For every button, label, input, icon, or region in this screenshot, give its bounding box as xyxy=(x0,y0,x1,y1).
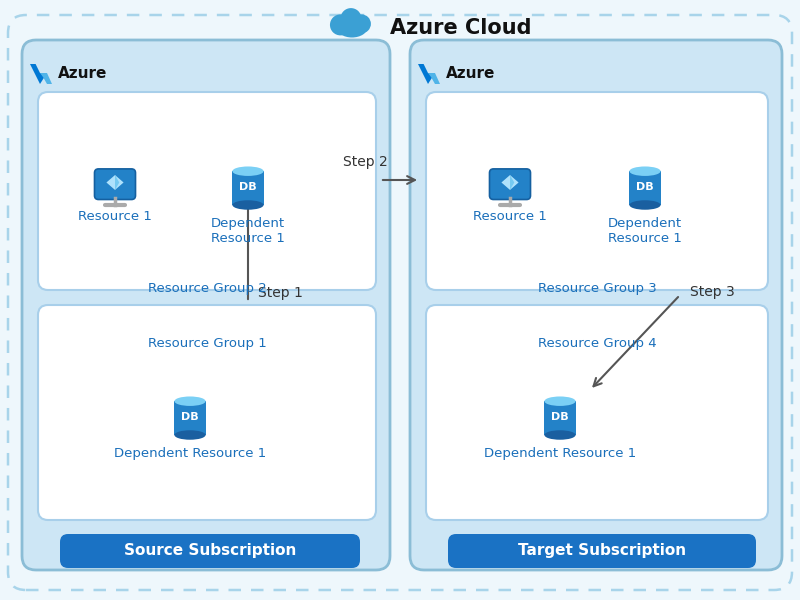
FancyBboxPatch shape xyxy=(94,169,135,199)
Text: Resource Group 4: Resource Group 4 xyxy=(538,337,656,350)
Text: DB: DB xyxy=(181,412,199,422)
Ellipse shape xyxy=(630,166,661,176)
FancyBboxPatch shape xyxy=(426,92,768,290)
Ellipse shape xyxy=(174,430,206,440)
Polygon shape xyxy=(502,175,518,190)
Text: DB: DB xyxy=(239,182,257,193)
Polygon shape xyxy=(428,73,440,84)
Text: Resource Group 1: Resource Group 1 xyxy=(148,337,266,350)
FancyBboxPatch shape xyxy=(38,305,376,520)
Ellipse shape xyxy=(336,16,368,37)
Polygon shape xyxy=(40,73,52,84)
Polygon shape xyxy=(115,175,119,190)
Polygon shape xyxy=(510,175,514,190)
FancyBboxPatch shape xyxy=(22,40,390,570)
Ellipse shape xyxy=(233,200,264,210)
Circle shape xyxy=(352,14,371,34)
Ellipse shape xyxy=(174,397,206,406)
FancyBboxPatch shape xyxy=(8,15,792,590)
Text: Source Subscription: Source Subscription xyxy=(124,544,296,559)
Text: Azure: Azure xyxy=(58,65,107,80)
Text: DB: DB xyxy=(636,182,654,193)
Text: DB: DB xyxy=(551,412,569,422)
Polygon shape xyxy=(30,64,47,84)
Text: Azure: Azure xyxy=(446,65,495,80)
Text: Step 3: Step 3 xyxy=(690,285,734,299)
Bar xyxy=(630,171,661,205)
Ellipse shape xyxy=(544,430,576,440)
Polygon shape xyxy=(418,64,435,84)
Text: Azure Cloud: Azure Cloud xyxy=(390,18,531,38)
Circle shape xyxy=(330,14,351,35)
Text: Resource 1: Resource 1 xyxy=(78,210,152,223)
Polygon shape xyxy=(106,175,123,190)
FancyBboxPatch shape xyxy=(60,534,360,568)
Bar xyxy=(233,171,264,205)
Ellipse shape xyxy=(544,397,576,406)
Text: Dependent Resource 1: Dependent Resource 1 xyxy=(484,447,636,460)
Text: Dependent Resource 1: Dependent Resource 1 xyxy=(114,447,266,460)
Bar xyxy=(174,401,206,435)
FancyBboxPatch shape xyxy=(448,534,756,568)
FancyBboxPatch shape xyxy=(426,305,768,520)
Text: Dependent
Resource 1: Dependent Resource 1 xyxy=(608,217,682,245)
Bar xyxy=(544,401,576,435)
FancyBboxPatch shape xyxy=(38,92,376,290)
Text: Resource Group 3: Resource Group 3 xyxy=(538,282,656,295)
Text: Resource Group 2: Resource Group 2 xyxy=(148,282,266,295)
FancyBboxPatch shape xyxy=(410,40,782,570)
Ellipse shape xyxy=(233,166,264,176)
FancyBboxPatch shape xyxy=(490,169,530,199)
Ellipse shape xyxy=(630,200,661,210)
Text: Resource 1: Resource 1 xyxy=(473,210,547,223)
Text: Step 1: Step 1 xyxy=(258,286,303,300)
Circle shape xyxy=(341,8,362,29)
Text: Target Subscription: Target Subscription xyxy=(518,544,686,559)
Text: Step 2: Step 2 xyxy=(342,155,387,169)
Text: Dependent
Resource 1: Dependent Resource 1 xyxy=(211,217,285,245)
